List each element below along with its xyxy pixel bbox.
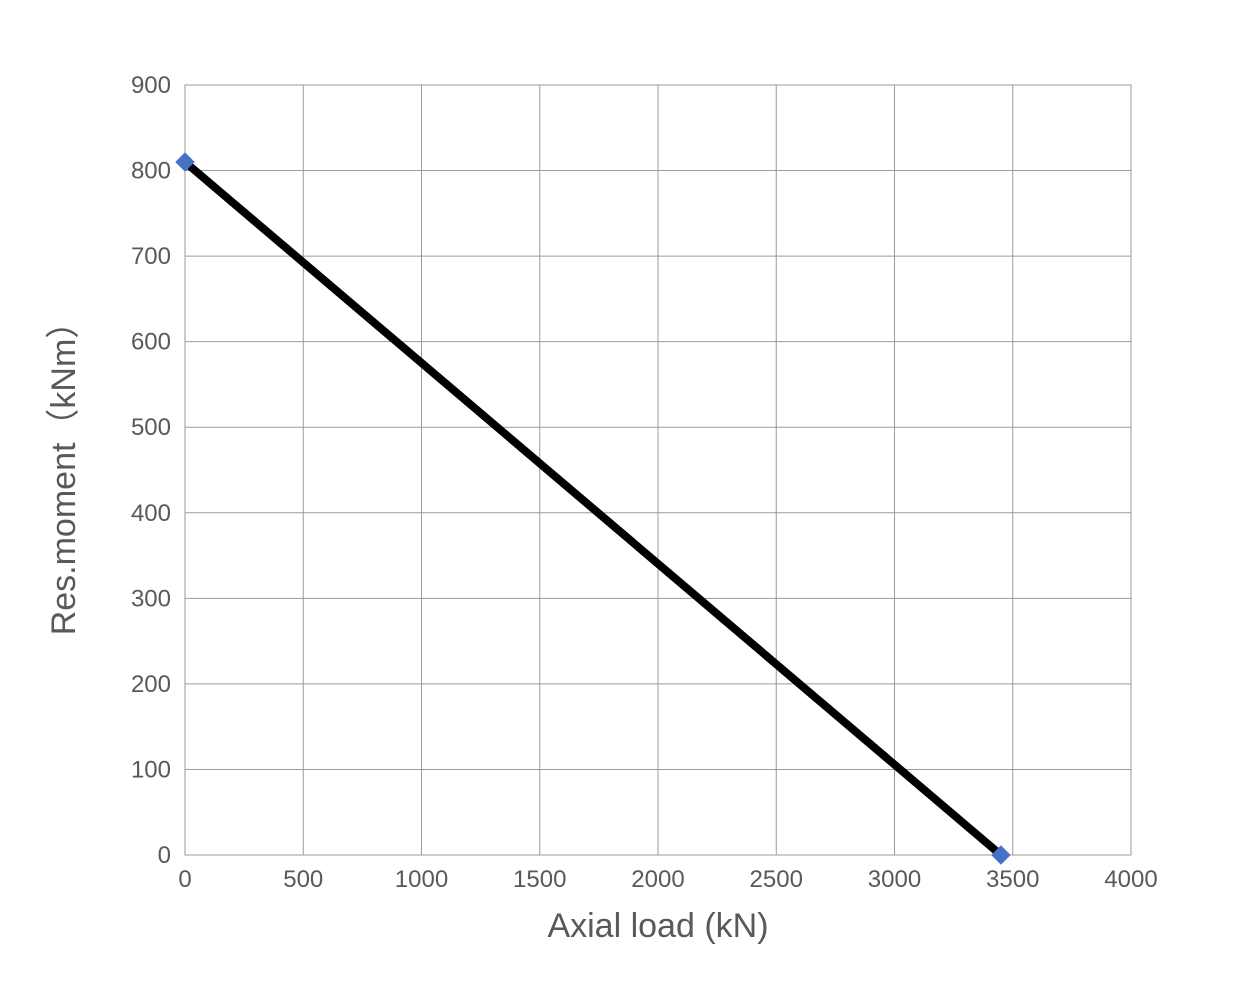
x-tick-label: 1000 (395, 866, 448, 893)
x-tick-label: 500 (283, 866, 323, 893)
y-tick-label: 400 (131, 500, 171, 527)
x-tick-label: 4000 (1104, 866, 1157, 893)
x-tick-label: 3000 (868, 866, 921, 893)
y-tick-label: 600 (131, 329, 171, 356)
y-tick-label: 800 (131, 158, 171, 185)
x-tick-label: 0 (178, 866, 191, 893)
y-axis-title: Res.moment（kNm） (45, 305, 83, 636)
chart-svg: 0 500 1000 1500 2000 2500 3000 3500 4000 0 100 200 3… (0, 0, 1260, 990)
x-axis-title: Axial load (kN) (547, 907, 768, 945)
y-tick-label: 0 (158, 842, 171, 869)
y-tick-label: 500 (131, 414, 171, 441)
x-tick-label: 1500 (513, 866, 566, 893)
x-tick-label: 2000 (631, 866, 684, 893)
x-tick-label: 3500 (986, 866, 1039, 893)
chart-container: 0 500 1000 1500 2000 2500 3000 3500 4000 0 100 200 3… (0, 0, 1260, 990)
y-tick-label: 900 (131, 72, 171, 99)
y-tick-label: 300 (131, 585, 171, 612)
y-tick-label: 100 (131, 756, 171, 783)
y-tick-label: 200 (131, 671, 171, 698)
y-tick-label: 700 (131, 243, 171, 270)
x-tick-label: 2500 (750, 866, 803, 893)
